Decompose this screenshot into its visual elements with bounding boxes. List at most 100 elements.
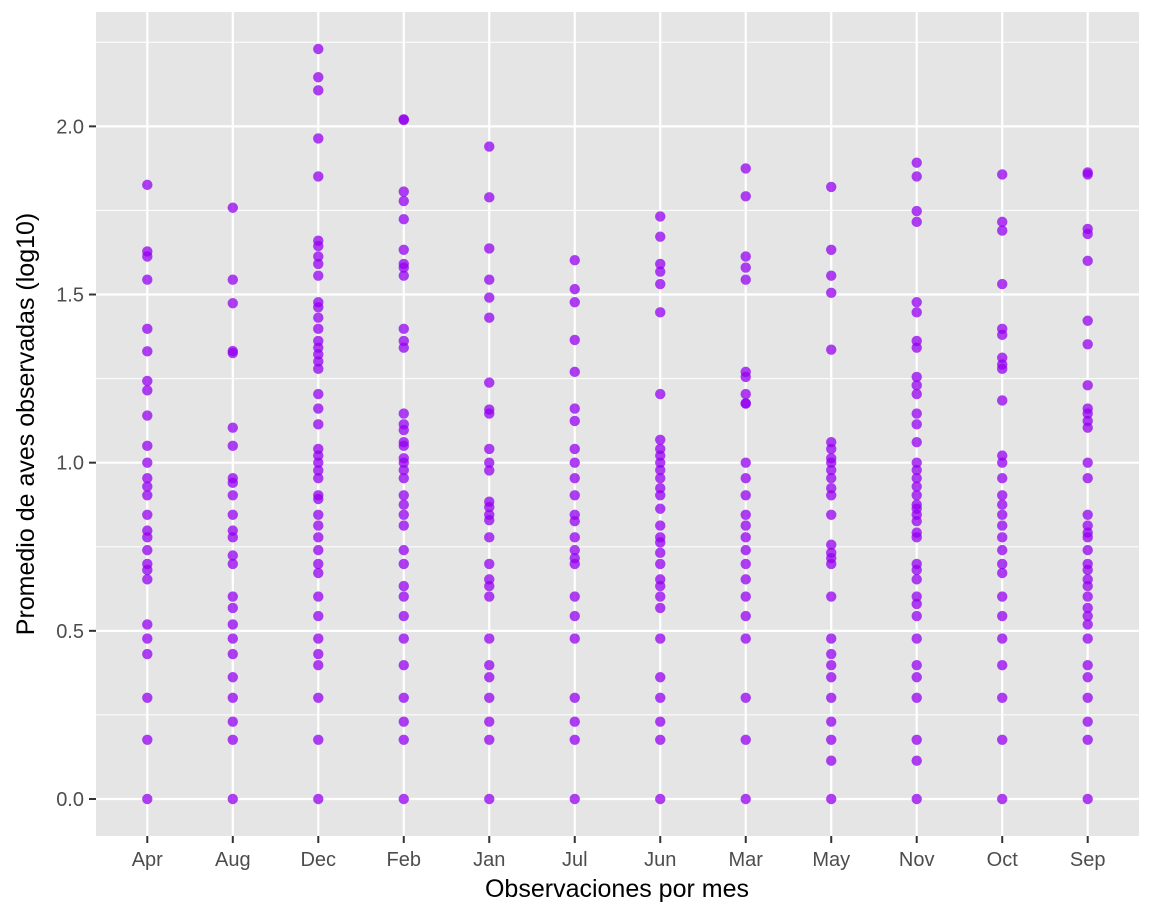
data-point — [826, 509, 837, 521]
data-point — [227, 672, 238, 683]
data-point — [313, 490, 324, 501]
data-point — [740, 591, 751, 602]
data-point — [740, 251, 751, 262]
data-point — [142, 574, 153, 585]
y-tick-label: 1.0 — [56, 453, 84, 475]
data-point — [569, 403, 580, 414]
data-point — [142, 385, 153, 396]
data-point — [484, 672, 495, 683]
data-point — [398, 186, 409, 197]
data-point — [313, 648, 324, 660]
data-point — [826, 539, 837, 550]
data-point — [313, 520, 324, 531]
data-point — [740, 610, 751, 622]
x-tick-label: May — [812, 849, 850, 871]
data-point — [484, 509, 495, 521]
data-point — [227, 692, 238, 703]
data-point — [569, 591, 580, 602]
data-point — [398, 323, 409, 335]
data-point — [740, 366, 751, 378]
data-point — [655, 464, 666, 476]
data-point — [313, 443, 324, 455]
data-point — [655, 388, 666, 400]
data-point — [313, 734, 324, 746]
data-point — [826, 436, 837, 448]
data-point — [398, 419, 409, 430]
data-point — [655, 532, 666, 543]
data-point — [484, 734, 495, 746]
data-point — [142, 509, 153, 521]
data-point — [313, 633, 324, 644]
x-tick-label: Dec — [300, 849, 336, 871]
data-point — [313, 532, 324, 543]
data-point — [313, 591, 324, 602]
data-point — [911, 157, 922, 168]
data-point — [1082, 574, 1093, 585]
data-point — [313, 567, 324, 579]
data-point — [655, 558, 666, 570]
data-point — [142, 734, 153, 746]
data-point — [655, 231, 666, 242]
data-point — [997, 278, 1008, 290]
data-point — [1082, 255, 1093, 267]
data-point — [569, 509, 580, 521]
data-point — [227, 558, 238, 570]
data-point — [1082, 223, 1093, 235]
data-point — [740, 388, 751, 400]
data-point — [740, 509, 751, 521]
data-point — [911, 633, 922, 644]
data-point — [398, 520, 409, 531]
data-point — [398, 258, 409, 270]
data-point — [313, 403, 324, 414]
data-point — [655, 278, 666, 290]
data-point — [826, 472, 837, 484]
data-point — [484, 532, 495, 543]
y-axis-title: Promedio de aves observadas (log10) — [12, 213, 40, 635]
data-point — [655, 672, 666, 683]
data-point — [826, 692, 837, 703]
data-point — [398, 610, 409, 622]
data-point — [484, 243, 495, 254]
data-point — [911, 472, 922, 484]
data-point — [826, 633, 837, 644]
data-point — [740, 544, 751, 556]
data-point — [1082, 315, 1093, 326]
data-point — [398, 244, 409, 255]
data-point — [484, 692, 495, 703]
data-point — [398, 114, 409, 125]
data-point — [997, 169, 1008, 180]
data-point — [997, 558, 1008, 570]
data-point — [1082, 509, 1093, 521]
data-point — [911, 793, 922, 805]
data-point — [227, 298, 238, 309]
data-point — [313, 72, 324, 83]
data-point — [911, 371, 922, 383]
data-point — [997, 692, 1008, 703]
data-point — [911, 297, 922, 308]
data-point — [142, 323, 153, 335]
x-axis-ticks: Apr Aug Dec Feb Jan Jul Jun Mar May Nov Oct Sep — [132, 836, 1106, 871]
data-point — [484, 793, 495, 805]
data-point — [655, 258, 666, 270]
data-point — [740, 398, 751, 409]
x-tick-label: Aug — [215, 849, 251, 871]
data-point — [740, 274, 751, 285]
data-point — [569, 532, 580, 543]
data-point — [569, 283, 580, 295]
data-point — [826, 648, 837, 660]
data-point — [655, 692, 666, 703]
data-point — [569, 552, 580, 564]
minor-grid — [96, 41, 1139, 716]
data-point — [142, 481, 153, 492]
data-point — [142, 525, 153, 536]
data-point — [142, 619, 153, 630]
data-point — [1082, 672, 1093, 683]
data-point — [997, 633, 1008, 644]
data-point — [740, 457, 751, 468]
data-point — [1082, 610, 1093, 622]
y-axis-ticks: 0.0 0.5 1.0 1.5 2.0 — [56, 116, 96, 811]
data-point — [826, 244, 837, 255]
data-point — [569, 334, 580, 346]
data-point — [740, 520, 751, 531]
